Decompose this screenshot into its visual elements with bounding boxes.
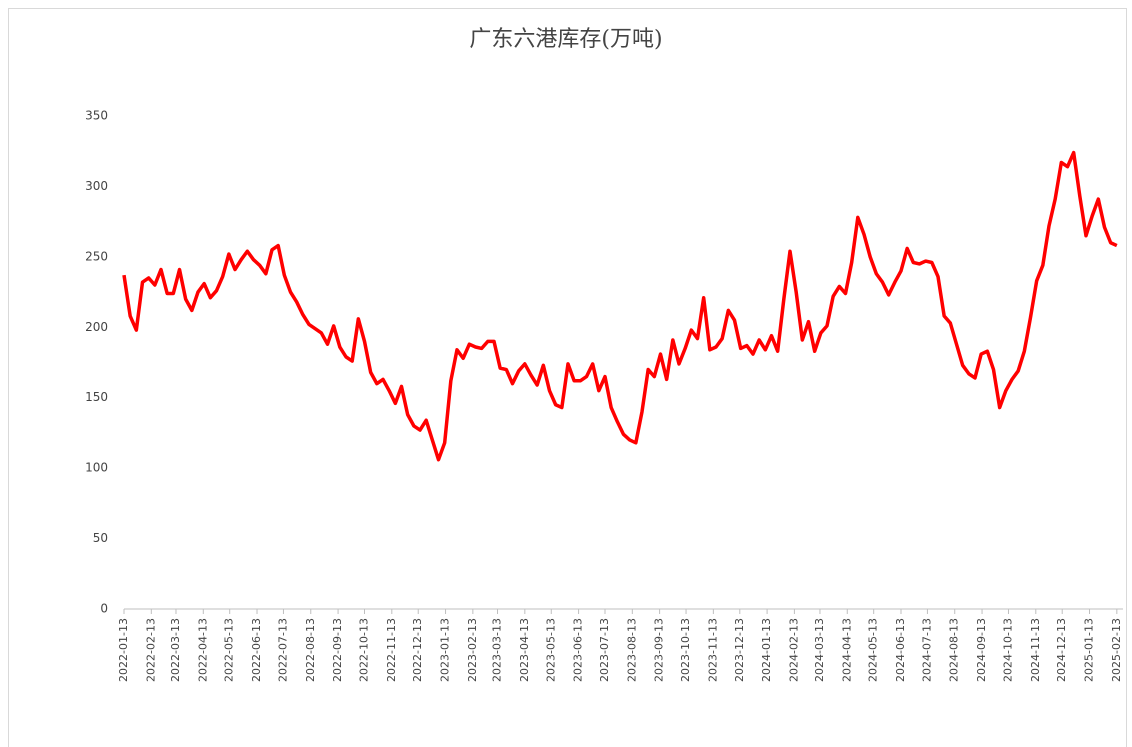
x-tick-label: 2022-08-13 xyxy=(304,618,317,682)
x-tick-label: 2024-06-13 xyxy=(894,618,907,682)
x-tick-label: 2022-12-13 xyxy=(411,618,424,682)
y-tick-label: 300 xyxy=(85,179,108,193)
x-tick-label: 2022-01-13 xyxy=(117,618,130,682)
x-tick-label: 2024-09-13 xyxy=(975,618,988,682)
x-tick-label: 2024-07-13 xyxy=(920,618,933,682)
x-tick-label: 2023-08-13 xyxy=(625,618,638,682)
y-tick-label: 200 xyxy=(85,320,108,334)
x-tick-label: 2023-10-13 xyxy=(679,618,692,682)
x-tick-label: 2024-10-13 xyxy=(1001,618,1014,682)
x-tick-label: 2023-01-13 xyxy=(439,618,452,682)
x-tick-label: 2023-11-13 xyxy=(706,618,719,682)
x-tick-label: 2024-11-13 xyxy=(1029,618,1042,682)
data-line xyxy=(122,150,1118,462)
chart-title: 广东六港库存(万吨) xyxy=(469,27,662,52)
y-tick-label: 0 xyxy=(100,602,108,616)
y-tick-label: 350 xyxy=(85,109,108,123)
x-tick-label: 2022-04-13 xyxy=(196,618,209,682)
x-tick-label: 2023-05-13 xyxy=(544,618,557,682)
x-tick-label: 2022-07-13 xyxy=(276,618,289,682)
x-tick-label: 2023-03-13 xyxy=(491,618,504,682)
x-tick-label: 2024-12-13 xyxy=(1055,618,1068,682)
x-tick-label: 2022-05-13 xyxy=(223,618,236,682)
x-tick-label: 2022-11-13 xyxy=(385,618,398,682)
x-tick-label: 2023-07-13 xyxy=(598,618,611,682)
x-tick-label: 2024-03-13 xyxy=(813,618,826,682)
y-tick-label: 100 xyxy=(85,461,108,475)
x-tick-label: 2024-01-13 xyxy=(760,618,773,682)
x-tick-label: 2022-06-13 xyxy=(250,618,263,682)
y-tick-label: 150 xyxy=(85,390,108,404)
y-tick-label: 250 xyxy=(85,249,108,263)
x-tick-label: 2022-09-13 xyxy=(331,618,344,682)
x-tick-label: 2023-12-13 xyxy=(733,618,746,682)
x-tick-label: 2024-04-13 xyxy=(840,618,853,682)
x-tick-label: 2022-02-13 xyxy=(144,618,157,682)
x-tick-label: 2024-08-13 xyxy=(948,618,961,682)
x-tick-label: 2022-10-13 xyxy=(358,618,371,682)
x-tick-label: 2023-06-13 xyxy=(572,618,585,682)
x-tick-label: 2024-02-13 xyxy=(787,618,800,682)
x-tick-label: 2024-05-13 xyxy=(867,618,880,682)
x-tick-label: 2025-02-13 xyxy=(1110,618,1123,682)
x-tick-label: 2023-04-13 xyxy=(518,618,531,682)
x-tick-label: 2023-02-13 xyxy=(466,618,479,682)
x-tick-label: 2025-01-13 xyxy=(1083,618,1096,682)
x-tick-label: 2023-09-13 xyxy=(653,618,666,682)
x-tick-label: 2022-03-13 xyxy=(169,618,182,682)
y-tick-label: 50 xyxy=(93,531,108,545)
